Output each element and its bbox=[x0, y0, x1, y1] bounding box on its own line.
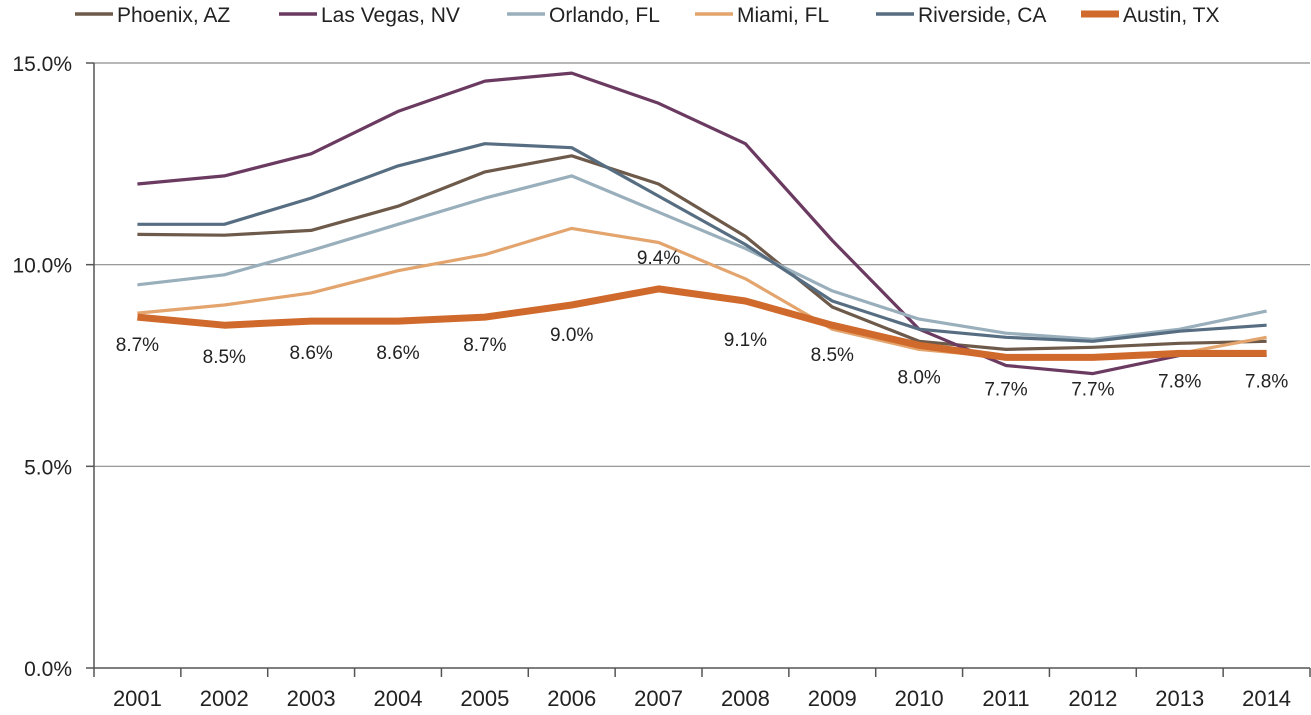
x-tick-label: 2001 bbox=[113, 686, 162, 710]
series-line-riverside-ca bbox=[137, 142, 1267, 343]
x-tick-label: 2009 bbox=[808, 686, 857, 710]
data-label: 7.7% bbox=[984, 379, 1027, 400]
data-label: 9.1% bbox=[724, 330, 767, 351]
x-tick-label: 2006 bbox=[547, 686, 596, 710]
legend: Phoenix, AZ Las Vegas, NV Orlando, FL Miami… bbox=[75, 4, 1220, 27]
legend-label: Riverside, CA bbox=[918, 4, 1046, 27]
data-label: 8.5% bbox=[203, 347, 246, 368]
series-layer bbox=[137, 71, 1267, 376]
data-label: 9.4% bbox=[637, 248, 680, 269]
y-tick-label: 0.0% bbox=[24, 658, 72, 681]
data-label: 7.8% bbox=[1245, 371, 1288, 392]
data-label: 7.7% bbox=[1071, 379, 1114, 400]
data-label: 8.6% bbox=[289, 343, 332, 364]
data-label: 8.6% bbox=[376, 343, 419, 364]
y-tick-label: 15.0% bbox=[12, 53, 72, 76]
legend-label: Phoenix, AZ bbox=[117, 4, 230, 27]
x-tick-label: 2003 bbox=[287, 686, 336, 710]
data-label: 8.5% bbox=[811, 345, 854, 366]
x-tick-label: 2012 bbox=[1068, 686, 1117, 710]
data-label: 8.0% bbox=[897, 367, 940, 388]
data-label-layer: 8.7% 8.5% 8.6% 8.6% 8.7% 9.0% 9.4% 9.1% 8.5% 8.0%… bbox=[116, 248, 1289, 401]
legend-label: Orlando, FL bbox=[549, 4, 660, 27]
y-tick-label: 10.0% bbox=[12, 255, 72, 278]
x-tick-label: 2010 bbox=[895, 686, 944, 710]
x-tick-label: 2011 bbox=[982, 686, 1029, 710]
x-tick-label: 2008 bbox=[721, 686, 770, 710]
x-tick-label: 2002 bbox=[200, 686, 249, 710]
data-label: 9.0% bbox=[550, 325, 593, 346]
x-tick-label: 2007 bbox=[634, 686, 683, 710]
series-line-phoenix-az bbox=[137, 154, 1267, 351]
series-line-orlando-fl bbox=[137, 174, 1267, 341]
x-tick-label: 2004 bbox=[374, 686, 423, 710]
legend-label: Miami, FL bbox=[737, 4, 829, 27]
grid-layer bbox=[94, 62, 1310, 467]
legend-label: Las Vegas, NV bbox=[321, 4, 460, 27]
x-tick-label: 2013 bbox=[1155, 686, 1204, 710]
series-line-austin-tx bbox=[137, 285, 1267, 361]
data-label: 8.7% bbox=[463, 335, 506, 356]
x-tick-label: 2005 bbox=[460, 686, 509, 710]
data-label: 8.7% bbox=[116, 335, 159, 356]
data-label: 7.8% bbox=[1158, 371, 1201, 392]
axis-layer: 0.0% 5.0% 10.0% 15.0% 2001 2002 2003 2004 2005 20… bbox=[12, 53, 1311, 711]
x-tick-label: 2014 bbox=[1242, 686, 1291, 710]
y-tick-label: 5.0% bbox=[24, 456, 72, 479]
legend-label: Austin, TX bbox=[1123, 4, 1220, 27]
series-line-las-vegas-nv bbox=[137, 71, 1267, 376]
